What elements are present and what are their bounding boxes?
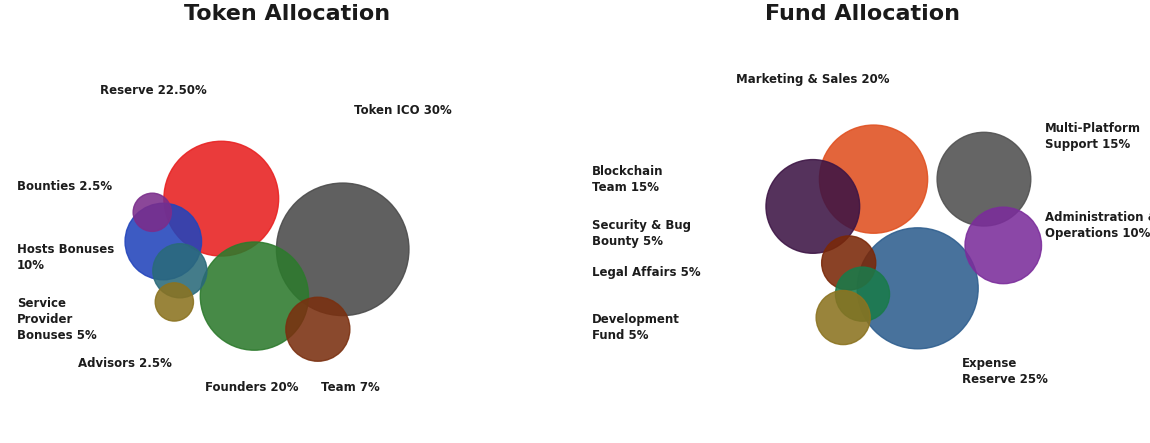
Ellipse shape	[286, 297, 350, 361]
Ellipse shape	[937, 132, 1030, 226]
Ellipse shape	[766, 159, 860, 253]
Text: Multi-Platform
Support 15%: Multi-Platform Support 15%	[1044, 122, 1141, 151]
Text: Blockchain
Team 15%: Blockchain Team 15%	[592, 165, 664, 194]
Text: Service
Provider
Bonuses 5%: Service Provider Bonuses 5%	[17, 297, 97, 342]
Text: Expense
Reserve 25%: Expense Reserve 25%	[961, 357, 1048, 386]
Ellipse shape	[153, 244, 207, 298]
Ellipse shape	[155, 283, 193, 321]
Ellipse shape	[133, 193, 171, 231]
Ellipse shape	[163, 141, 278, 256]
Ellipse shape	[857, 228, 979, 349]
Ellipse shape	[820, 125, 928, 233]
Text: Reserve 22.50%: Reserve 22.50%	[100, 84, 207, 97]
Ellipse shape	[965, 207, 1042, 284]
Text: Founders 20%: Founders 20%	[205, 381, 298, 393]
Text: Advisors 2.5%: Advisors 2.5%	[78, 357, 171, 370]
Text: Development
Fund 5%: Development Fund 5%	[592, 313, 680, 342]
Text: Security & Bug
Bounty 5%: Security & Bug Bounty 5%	[592, 219, 691, 248]
Text: Marketing & Sales 20%: Marketing & Sales 20%	[736, 73, 889, 85]
Ellipse shape	[816, 291, 871, 345]
Title: Token Allocation: Token Allocation	[184, 4, 391, 24]
Text: Legal Affairs 5%: Legal Affairs 5%	[592, 266, 700, 279]
Title: Fund Allocation: Fund Allocation	[765, 4, 960, 24]
Text: Hosts Bonuses
10%: Hosts Bonuses 10%	[17, 243, 114, 272]
Text: Team 7%: Team 7%	[321, 381, 380, 393]
Ellipse shape	[276, 183, 409, 315]
Text: Token ICO 30%: Token ICO 30%	[354, 104, 452, 117]
Text: Bounties 2.5%: Bounties 2.5%	[17, 180, 113, 194]
Ellipse shape	[821, 236, 876, 290]
Text: Administration &
Operations 10%: Administration & Operations 10%	[1044, 211, 1150, 241]
Ellipse shape	[835, 267, 890, 321]
Ellipse shape	[200, 242, 308, 350]
Ellipse shape	[125, 203, 201, 280]
